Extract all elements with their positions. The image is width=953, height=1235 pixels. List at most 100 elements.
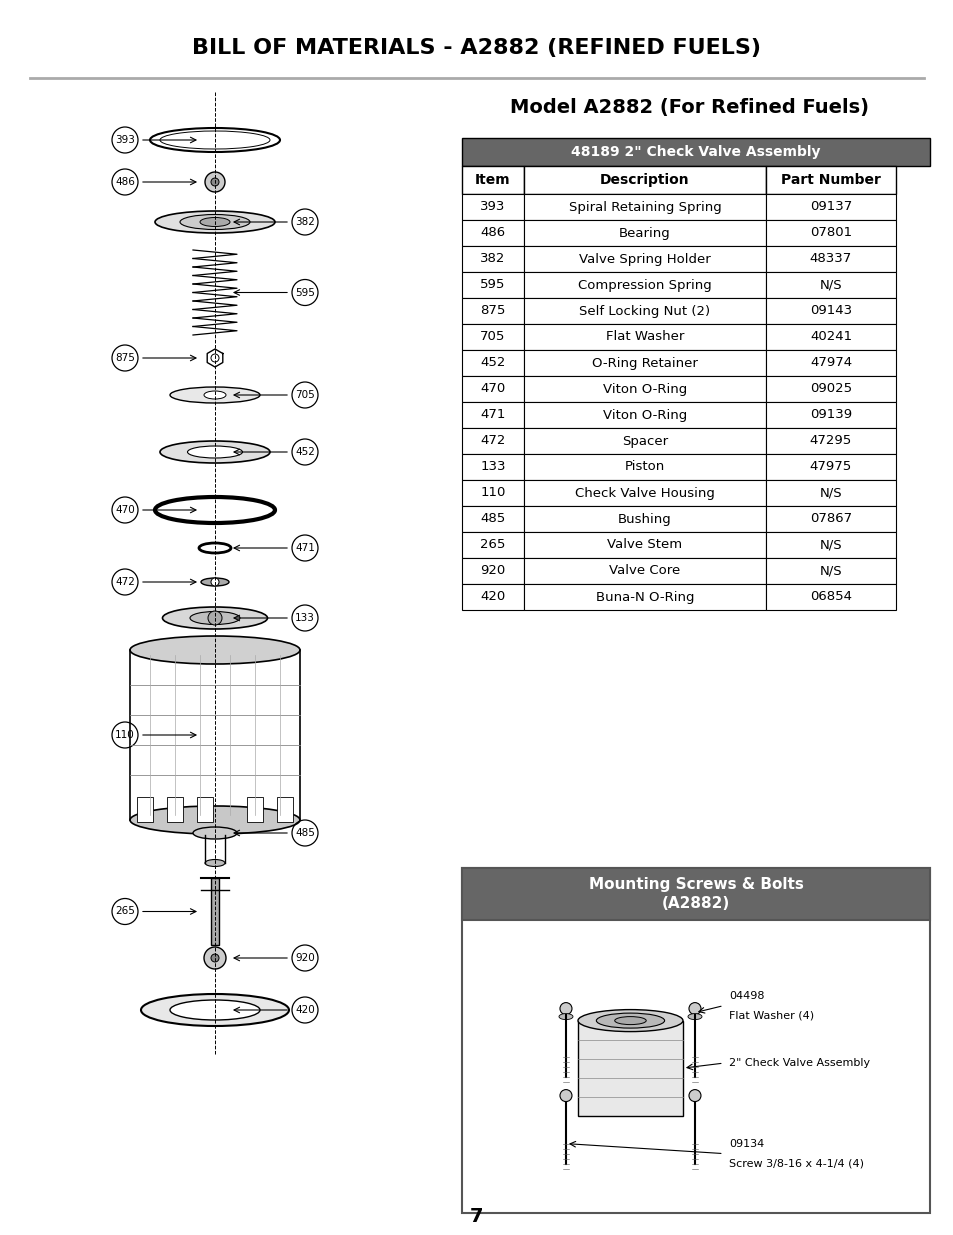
Bar — [167, 797, 183, 823]
Bar — [461, 506, 523, 532]
Text: 133: 133 — [294, 613, 314, 622]
Text: 47974: 47974 — [809, 357, 851, 369]
Bar — [461, 375, 523, 403]
Ellipse shape — [204, 391, 226, 399]
Ellipse shape — [596, 1013, 664, 1028]
Ellipse shape — [180, 215, 250, 230]
Ellipse shape — [190, 611, 240, 625]
Bar — [461, 454, 523, 480]
Circle shape — [559, 1003, 572, 1015]
Text: 48189 2" Check Valve Assembly: 48189 2" Check Valve Assembly — [571, 144, 820, 159]
Bar — [765, 272, 895, 298]
Ellipse shape — [200, 217, 230, 226]
Bar — [461, 868, 929, 920]
Ellipse shape — [188, 446, 242, 458]
Ellipse shape — [201, 578, 229, 585]
Bar — [461, 403, 523, 429]
Text: O-Ring Retainer: O-Ring Retainer — [592, 357, 698, 369]
Text: 420: 420 — [480, 590, 505, 604]
Text: N/S: N/S — [819, 487, 841, 499]
Bar — [523, 532, 765, 558]
Text: 09025: 09025 — [809, 383, 851, 395]
Text: 09143: 09143 — [809, 305, 851, 317]
Bar — [523, 194, 765, 220]
Bar — [461, 868, 929, 1213]
Circle shape — [688, 1003, 700, 1015]
Bar — [578, 1020, 682, 1115]
Text: Flat Washer: Flat Washer — [605, 331, 683, 343]
Text: 265: 265 — [115, 906, 134, 916]
Bar — [211, 878, 219, 945]
Text: Compression Spring: Compression Spring — [578, 279, 711, 291]
Text: 705: 705 — [294, 390, 314, 400]
Text: 420: 420 — [294, 1005, 314, 1015]
Bar — [523, 165, 765, 194]
Bar — [765, 429, 895, 454]
Text: 452: 452 — [479, 357, 505, 369]
Text: 485: 485 — [480, 513, 505, 526]
Text: Piston: Piston — [624, 461, 664, 473]
Bar — [461, 532, 523, 558]
Text: 875: 875 — [479, 305, 505, 317]
Bar — [523, 558, 765, 584]
Bar — [461, 298, 523, 324]
Text: 265: 265 — [479, 538, 505, 552]
Ellipse shape — [154, 211, 274, 233]
Ellipse shape — [130, 806, 299, 834]
Ellipse shape — [162, 606, 267, 629]
Circle shape — [211, 953, 219, 962]
Bar — [523, 220, 765, 246]
Text: Valve Core: Valve Core — [609, 564, 679, 578]
Text: N/S: N/S — [819, 538, 841, 552]
Text: Valve Stem: Valve Stem — [607, 538, 681, 552]
Text: Description: Description — [599, 173, 689, 186]
Bar — [765, 454, 895, 480]
Text: 47295: 47295 — [809, 435, 851, 447]
Text: 382: 382 — [479, 252, 505, 266]
Bar — [765, 584, 895, 610]
Bar — [523, 298, 765, 324]
Bar — [523, 246, 765, 272]
Bar — [765, 194, 895, 220]
Text: Check Valve Housing: Check Valve Housing — [575, 487, 714, 499]
Bar — [765, 324, 895, 350]
Text: Part Number: Part Number — [781, 173, 880, 186]
Text: 595: 595 — [294, 288, 314, 298]
Text: N/S: N/S — [819, 279, 841, 291]
Text: 471: 471 — [294, 543, 314, 553]
Text: 705: 705 — [479, 331, 505, 343]
Ellipse shape — [193, 827, 236, 839]
Text: 48337: 48337 — [809, 252, 851, 266]
Text: 472: 472 — [479, 435, 505, 447]
Text: 486: 486 — [480, 226, 505, 240]
Bar — [196, 797, 213, 823]
Bar — [461, 350, 523, 375]
Bar — [523, 454, 765, 480]
Text: Spiral Retaining Spring: Spiral Retaining Spring — [568, 200, 720, 214]
Bar — [765, 165, 895, 194]
Bar — [461, 584, 523, 610]
Text: 47975: 47975 — [809, 461, 851, 473]
Text: 486: 486 — [115, 177, 134, 186]
Text: 07801: 07801 — [809, 226, 851, 240]
Bar — [461, 165, 523, 194]
Bar — [523, 584, 765, 610]
Ellipse shape — [205, 860, 225, 867]
Bar — [765, 532, 895, 558]
Text: Buna-N O-Ring: Buna-N O-Ring — [595, 590, 694, 604]
Text: 920: 920 — [294, 953, 314, 963]
Text: Item: Item — [475, 173, 510, 186]
Bar — [765, 375, 895, 403]
Text: 472: 472 — [115, 577, 134, 587]
Text: 875: 875 — [115, 353, 134, 363]
Ellipse shape — [170, 387, 260, 403]
Circle shape — [204, 947, 226, 969]
Text: 09134: 09134 — [728, 1139, 763, 1149]
Ellipse shape — [141, 994, 289, 1026]
Bar — [523, 272, 765, 298]
Bar — [765, 246, 895, 272]
Ellipse shape — [130, 636, 299, 664]
Text: 04498: 04498 — [728, 990, 763, 1000]
Text: Flat Washer (4): Flat Washer (4) — [728, 1010, 813, 1020]
Ellipse shape — [687, 1014, 701, 1020]
